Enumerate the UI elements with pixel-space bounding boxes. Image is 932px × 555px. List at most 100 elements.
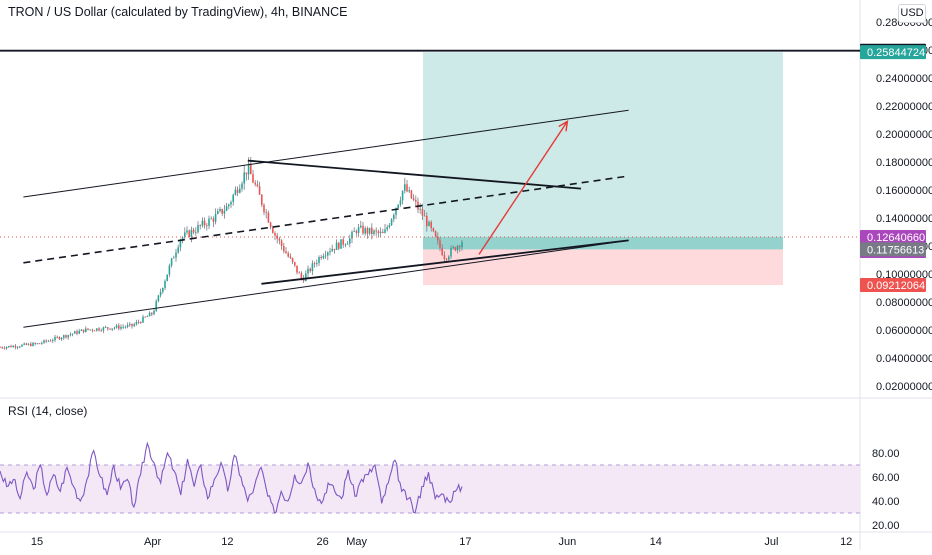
- candle-body: [63, 335, 65, 338]
- candle-body: [423, 215, 426, 217]
- candle-body: [443, 255, 446, 259]
- candle-body: [82, 329, 85, 333]
- candle-body: [32, 343, 34, 347]
- candle-body: [331, 248, 333, 252]
- candle-body: [104, 327, 107, 329]
- candle-body: [342, 239, 344, 245]
- candle-body: [448, 256, 450, 260]
- candle-body: [206, 225, 208, 227]
- price-label-tag: [860, 278, 926, 293]
- candle-body: [346, 243, 349, 245]
- candle-body: [85, 328, 87, 333]
- candle-body: [428, 221, 430, 227]
- candle-body: [96, 328, 98, 331]
- candle-body: [250, 163, 252, 175]
- candle-body: [25, 343, 28, 345]
- candle-body: [21, 344, 23, 347]
- projection-arrow: [478, 121, 568, 255]
- price-label-tag: [860, 45, 926, 60]
- candle-body: [294, 262, 296, 266]
- candle-body: [74, 331, 76, 334]
- candle-body: [243, 172, 245, 184]
- candle-body: [111, 328, 113, 330]
- currency-button[interactable]: USD: [898, 4, 926, 23]
- candle-body: [353, 231, 355, 232]
- price-tick-label: 0.08000000: [876, 297, 932, 309]
- candle-body: [355, 231, 358, 233]
- candle-body: [432, 228, 435, 232]
- price-tick-label: 0.24000000: [876, 73, 932, 85]
- candle-body: [386, 227, 388, 230]
- candle-body: [430, 221, 432, 229]
- candle-body: [10, 345, 12, 348]
- candle-body: [135, 322, 138, 325]
- candle-body: [311, 263, 314, 272]
- candle-body: [151, 312, 153, 315]
- candle-body: [426, 215, 428, 227]
- price-label-tag: [860, 242, 926, 257]
- chart-title: TRON / US Dollar (calculated by TradingV…: [8, 5, 348, 19]
- candle-body: [313, 263, 316, 265]
- candle-body: [184, 232, 186, 238]
- candle-body: [362, 225, 364, 234]
- candle-body: [371, 227, 373, 235]
- candle-body: [300, 273, 303, 279]
- candle-body: [89, 329, 91, 331]
- candle-body: [179, 239, 182, 248]
- candle-body: [234, 189, 237, 195]
- candle-body: [177, 247, 179, 253]
- candle-body: [157, 295, 160, 302]
- candle-body: [459, 245, 461, 248]
- candle-body: [329, 251, 331, 253]
- candle-body: [166, 274, 168, 282]
- candle-body: [122, 326, 124, 328]
- candle-body: [296, 265, 298, 273]
- candle-body: [316, 263, 318, 265]
- candle-body: [338, 242, 340, 249]
- candle-body: [109, 328, 111, 330]
- candle-body: [71, 333, 74, 335]
- candle-body: [368, 227, 371, 234]
- candle-body: [327, 252, 329, 256]
- candle-body: [461, 242, 463, 248]
- candle-body: [265, 212, 267, 213]
- candle-body: [153, 310, 155, 315]
- candle-body: [360, 225, 362, 228]
- candle-body: [56, 336, 58, 338]
- price-tick-label: 0.10000000: [876, 269, 932, 281]
- candle-body: [129, 323, 131, 325]
- candle-body: [175, 252, 177, 258]
- candle-body: [181, 237, 184, 240]
- candle-body: [254, 182, 256, 185]
- candle-body: [87, 328, 89, 330]
- mid-channel-line: [23, 175, 629, 264]
- time-tick-label: Jul: [764, 536, 778, 548]
- candle-body: [162, 288, 164, 292]
- candle-body: [98, 328, 100, 331]
- candle-body: [27, 343, 30, 345]
- candle-body: [58, 337, 61, 340]
- candle-body: [100, 330, 102, 332]
- price-tick-label: 0.22000000: [876, 101, 932, 113]
- candle-body: [5, 346, 8, 349]
- candle-body: [236, 189, 239, 193]
- candle-body: [30, 343, 32, 347]
- candle-body: [445, 258, 448, 260]
- candle-body: [65, 335, 67, 338]
- price-tick-label: 0.20000000: [876, 129, 932, 141]
- candle-body: [124, 326, 127, 328]
- candle-body: [212, 218, 215, 222]
- candle-body: [146, 316, 149, 318]
- candle-body: [230, 201, 232, 205]
- candle-body: [410, 190, 413, 199]
- candle-body: [38, 343, 41, 345]
- candle-body: [19, 346, 21, 348]
- candle-body: [54, 336, 56, 341]
- candle-body: [113, 327, 116, 329]
- candle-body: [107, 327, 109, 329]
- candle-body: [344, 244, 347, 246]
- candle-body: [47, 340, 50, 342]
- candle-body: [437, 236, 439, 241]
- time-tick-label: May: [346, 536, 367, 548]
